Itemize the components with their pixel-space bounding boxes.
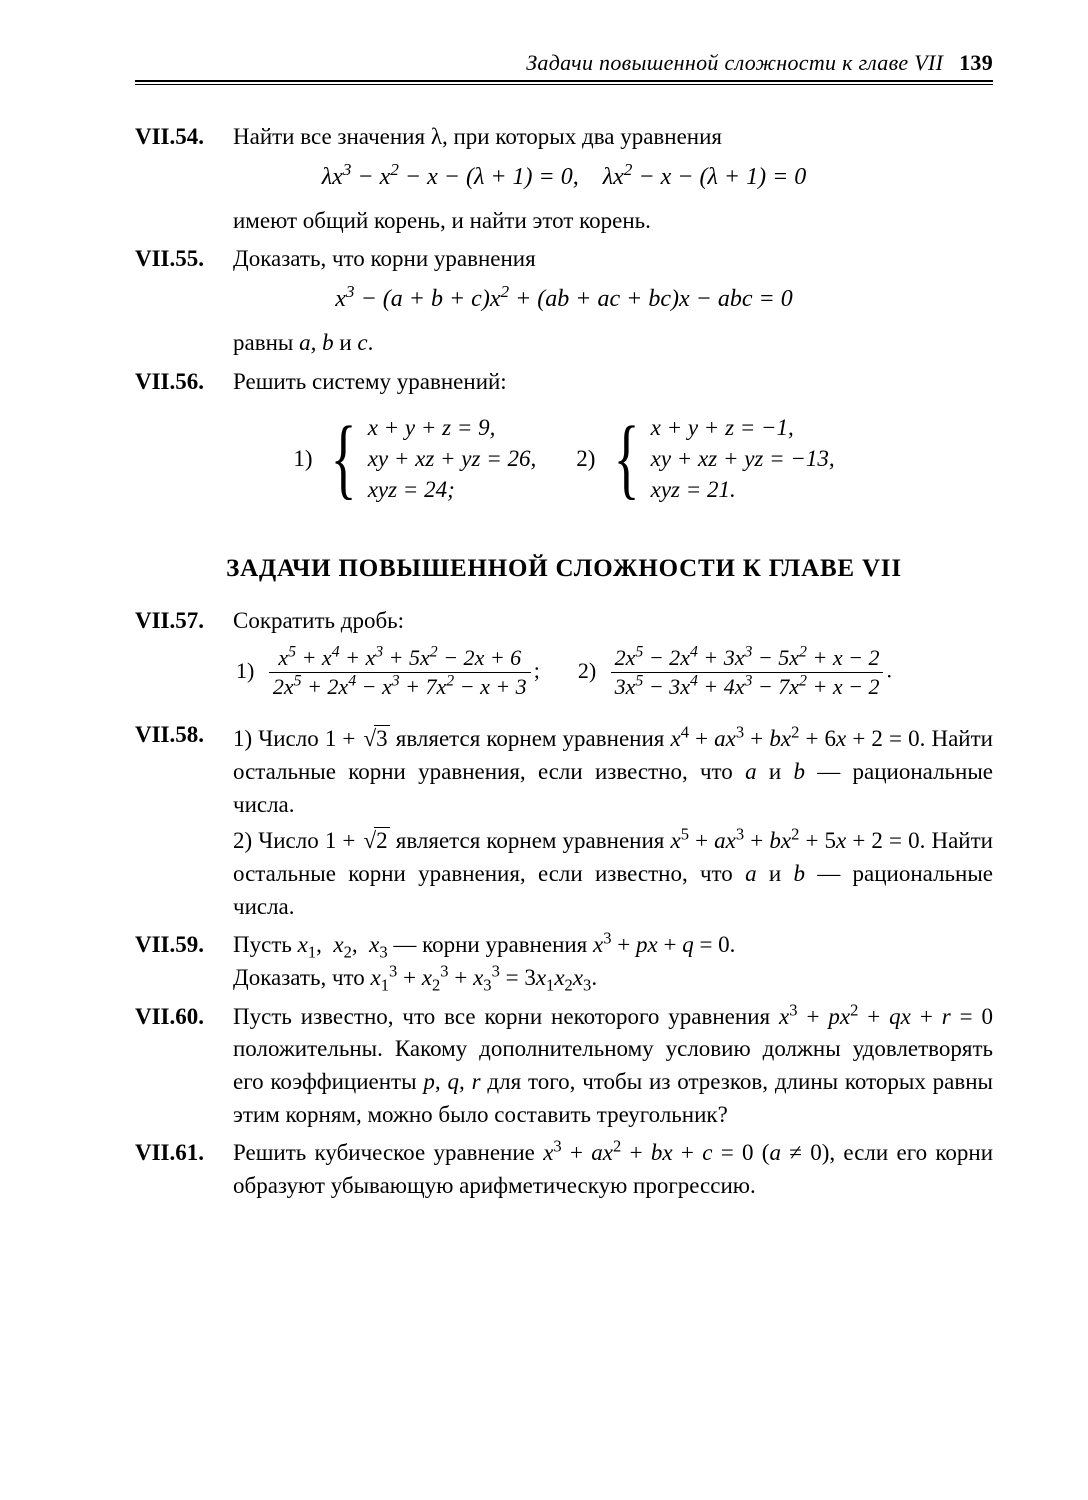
fraction: x5 + x4 + x3 + 5x2 − 2x + 6 2x5 + 2x4 − …: [269, 646, 531, 699]
problem-body: 1) Число 1 + 3 является корнем уравнения…: [233, 719, 993, 923]
text: 2) Число 1 +: [233, 828, 362, 853]
text: — корни уравнения: [388, 932, 593, 957]
sys-num: 2): [576, 446, 595, 472]
text: Доказать, что: [233, 965, 371, 990]
line: xyz = 21.: [651, 474, 835, 505]
problem-58: VII.58. 1) Число 1 + 3 является корнем у…: [135, 719, 993, 923]
text: Пусть известно, что все корни некоторого…: [233, 1004, 779, 1029]
text: 1) Число 1 +: [233, 726, 362, 751]
header-rule: [135, 84, 993, 85]
systems-row: 1) { x + y + z = 9, xy + xz + yz = 26, x…: [135, 412, 993, 505]
denominator: 2x5 + 2x4 − x3 + 7x2 − x + 3: [269, 673, 531, 699]
text: Пусть: [233, 932, 298, 957]
problem-60: VII.60. Пусть известно, что все корни не…: [135, 1001, 993, 1132]
sqrt-icon: 2: [362, 825, 390, 858]
line: xy + xz + yz = 26,: [368, 443, 537, 474]
text: является корнем уравнения: [390, 726, 665, 751]
equation: λx3 − x2 − x − (λ + 1) = 0, λx2 − x − (λ…: [135, 164, 993, 191]
text: Сократить дробь:: [233, 605, 993, 638]
page-number: 139: [959, 50, 993, 75]
sys-lines: x + y + z = −1, xy + xz + yz = −13, xyz …: [651, 412, 835, 505]
radicand: 2: [374, 827, 390, 853]
section-title: ЗАДАЧИ ПОВЫШЕННОЙ СЛОЖНОСТИ К ГЛАВЕ VII: [135, 555, 993, 583]
problem-label: VII.60.: [135, 1001, 233, 1034]
numerator: x5 + x4 + x3 + 5x2 − 2x + 6: [269, 646, 531, 673]
fraction: 2x5 − 2x4 + 3x3 − 5x2 + x − 2 3x5 − 3x4 …: [611, 646, 884, 699]
vars: p, q, r: [423, 1069, 480, 1094]
text: Найти все значения λ, при которых два ур…: [233, 124, 722, 149]
system-1: 1) { x + y + z = 9, xy + xz + yz = 26, x…: [293, 412, 536, 505]
line: xyz = 24;: [368, 474, 537, 505]
problem-54: VII.54. Найти все значения λ, при которы…: [135, 121, 993, 154]
problem-55: VII.55. Доказать, что корни уравнения: [135, 243, 993, 276]
frac-item-2: 2) 2x5 − 2x4 + 3x3 − 5x2 + x − 2 3x5 − 3…: [578, 646, 892, 699]
line: x + y + z = −1,: [651, 412, 835, 443]
problem-label: VII.57.: [135, 605, 233, 638]
problem-body: Пусть x1, x2, x3 — корни уравнения x3 + …: [233, 929, 993, 994]
numerator: 2x5 − 2x4 + 3x3 − 5x2 + x − 2: [611, 646, 884, 673]
text: Доказать, что корни уравнения: [233, 243, 993, 276]
text: является корнем уравнения: [390, 828, 665, 853]
text: и: [334, 330, 358, 355]
lead: 1): [236, 658, 254, 683]
denominator: 3x5 − 3x4 + 4x3 − 7x2 + x − 2: [611, 673, 884, 699]
text: равны a, b и c.: [233, 327, 993, 360]
brace-icon: {: [331, 425, 357, 493]
problem-56: VII.56. Решить систему уравнений:: [135, 366, 993, 399]
problem-57: VII.57. Сократить дробь:: [135, 605, 993, 638]
fractions-row: 1) x5 + x4 + x3 + 5x2 − 2x + 6 2x5 + 2x4…: [135, 646, 993, 699]
sys-lines: x + y + z = 9, xy + xz + yz = 26, xyz = …: [368, 412, 537, 505]
brace-icon: {: [614, 425, 640, 493]
problem-body: Решить кубическое уравнение x3 + ax2 + b…: [233, 1137, 993, 1202]
text: Решить систему уравнений:: [233, 366, 993, 399]
problem-body: Пусть известно, что все корни некоторого…: [233, 1001, 993, 1132]
line: xy + xz + yz = −13,: [651, 443, 835, 474]
subitem-2: 2) Число 1 + 2 является корнем уравнения…: [233, 825, 993, 923]
tail: .: [886, 658, 892, 683]
running-head: Задачи повышенной сложности к главе VII …: [135, 50, 993, 82]
text: .: [368, 330, 374, 355]
problem-59: VII.59. Пусть x1, x2, x3 — корни уравнен…: [135, 929, 993, 994]
problem-label: VII.54.: [135, 121, 233, 154]
equation: x3 − (a + b + c)x2 + (ab + ac + bc)x − a…: [135, 286, 993, 313]
running-title: Задачи повышенной сложности к главе VII: [526, 50, 943, 75]
problem-label: VII.59.: [135, 929, 233, 962]
line: x + y + z = 9,: [368, 412, 537, 443]
problem-label: VII.61.: [135, 1137, 233, 1170]
problem-label: VII.55.: [135, 243, 233, 276]
text: равны: [233, 330, 299, 355]
problem-61: VII.61. Решить кубическое уравнение x3 +…: [135, 1137, 993, 1202]
vars: c: [357, 330, 367, 355]
lead: 2): [578, 658, 596, 683]
sqrt-icon: 3: [362, 723, 390, 756]
problem-label: VII.58.: [135, 719, 233, 752]
system-2: 2) { x + y + z = −1, xy + xz + yz = −13,…: [576, 412, 834, 505]
problem-55-after: равны a, b и c.: [135, 327, 993, 360]
frac-item-1: 1) x5 + x4 + x3 + 5x2 − 2x + 6 2x5 + 2x4…: [236, 646, 540, 699]
subitem-1: 1) Число 1 + 3 является корнем уравнения…: [233, 723, 993, 821]
problem-body: Найти все значения λ, при которых два ур…: [233, 121, 993, 154]
radicand: 3: [374, 725, 390, 751]
vars: a, b: [299, 330, 334, 355]
sys-num: 1): [293, 446, 312, 472]
text: имеют общий корень, и найти этот корень.: [233, 205, 993, 238]
problem-label: VII.56.: [135, 366, 233, 399]
tail: ;: [534, 658, 540, 683]
text: Решить кубическое уравнение: [233, 1140, 543, 1165]
problem-54-after: имеют общий корень, и найти этот корень.: [135, 205, 993, 238]
page: Задачи повышенной сложности к главе VII …: [0, 0, 1088, 1500]
